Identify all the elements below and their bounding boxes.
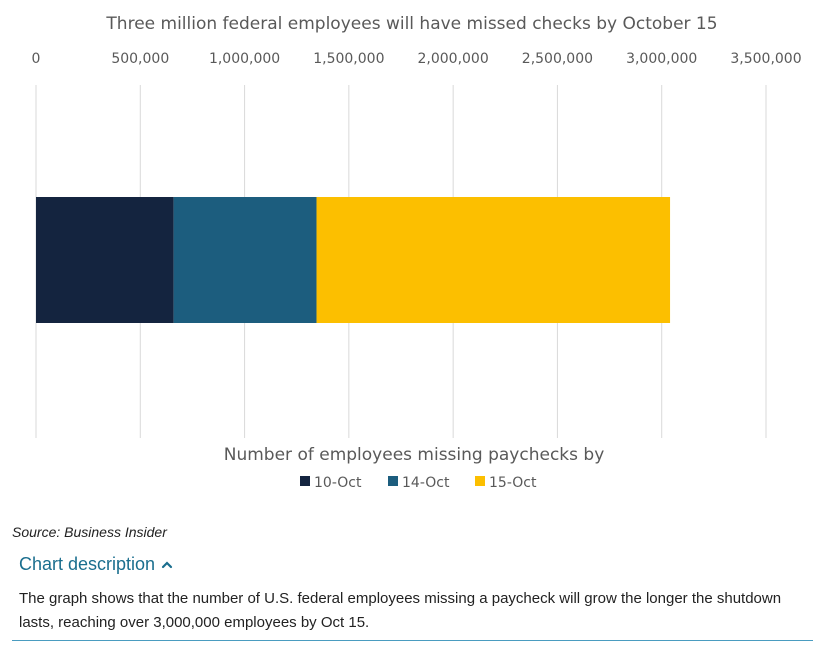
chart-description-text: The graph shows that the number of U.S. … [19,590,782,631]
legend-label: 10-Oct [314,475,362,491]
chevron-up-icon [161,560,173,568]
legend-item-15-oct: 15-Oct [475,475,537,491]
x-tick-label: 1,000,000 [209,51,280,67]
source-note: Source: Business Insider [12,524,167,540]
legend-item-14-oct: 14-Oct [388,475,450,491]
legend-swatch [475,476,485,486]
x-axis-ticks: 0 500,000 1,000,000 1,500,000 2,000,000 2,500… [32,51,802,67]
divider [12,640,813,641]
legend-item-10-oct: 10-Oct [300,475,362,491]
legend-swatch [300,476,310,486]
chart-title: Three million federal employees will hav… [105,14,717,34]
chart: Three million federal employees will hav… [32,14,802,491]
chart-description-label: Chart description [19,554,156,574]
legend-label: 14-Oct [402,475,450,491]
bar-segment-10-oct [36,197,174,323]
x-axis-label: Number of employees missing paychecks by [224,445,605,465]
legend-swatch [388,476,398,486]
legend-label: 15-Oct [489,475,537,491]
bar-segment-15-oct [316,197,671,323]
x-tick-label: 2,500,000 [522,51,593,67]
stacked-bar [36,197,671,323]
x-tick-label: 500,000 [111,51,169,67]
x-tick-label: 1,500,000 [313,51,384,67]
x-tick-label: 0 [32,51,41,67]
x-tick-label: 3,500,000 [730,51,801,67]
x-tick-label: 3,000,000 [626,51,697,67]
legend: 10-Oct 14-Oct 15-Oct [300,475,537,491]
x-tick-label: 2,000,000 [418,51,489,67]
chart-description-toggle[interactable]: Chart description [19,554,173,575]
bar-segment-14-oct [173,197,317,323]
